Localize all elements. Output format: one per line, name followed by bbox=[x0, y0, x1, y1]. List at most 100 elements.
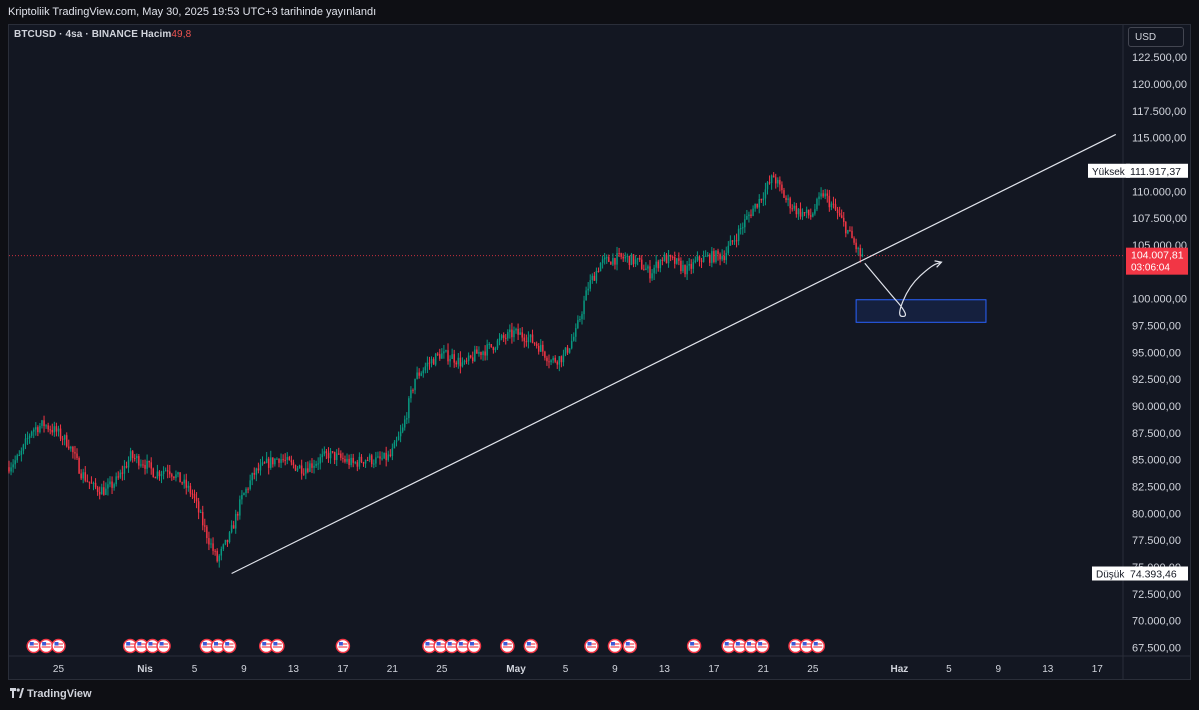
candle-body bbox=[401, 427, 404, 432]
candle-body bbox=[463, 360, 466, 363]
us-flag-event-icon[interactable] bbox=[26, 638, 41, 654]
candle-body bbox=[80, 473, 82, 479]
x-tick-label: 25 bbox=[807, 664, 819, 675]
candle-body bbox=[554, 357, 556, 362]
candle-body bbox=[181, 482, 183, 484]
legend-symbol[interactable]: BTCUSD bbox=[14, 29, 57, 40]
y-tick-label: 77.500,00 bbox=[1132, 535, 1181, 547]
candle-body bbox=[103, 487, 105, 495]
candle-body bbox=[241, 495, 243, 500]
candle-body bbox=[562, 354, 565, 363]
us-flag-event-icon[interactable] bbox=[686, 638, 702, 654]
candle-body bbox=[812, 213, 814, 217]
candle-body bbox=[575, 328, 577, 337]
candle-body bbox=[754, 203, 756, 209]
candle-body bbox=[595, 270, 598, 281]
candle-body bbox=[657, 261, 659, 269]
candle-body bbox=[350, 457, 352, 466]
candle-body bbox=[302, 473, 305, 475]
candle-body bbox=[603, 257, 606, 260]
candle-body bbox=[630, 254, 633, 266]
candle-body bbox=[729, 240, 732, 246]
candle-body bbox=[28, 435, 31, 439]
us-flag-event-icon[interactable] bbox=[754, 638, 770, 654]
candle-body bbox=[412, 390, 414, 392]
candle-body bbox=[807, 209, 810, 216]
us-flag-canton bbox=[29, 642, 34, 646]
candle-body bbox=[583, 300, 585, 315]
candle-body bbox=[428, 362, 431, 364]
candle-body bbox=[154, 477, 157, 479]
tradingview-logo-icon bbox=[10, 688, 24, 698]
candle-body bbox=[581, 314, 583, 319]
candle-body bbox=[624, 256, 627, 259]
candle-body bbox=[457, 357, 460, 365]
us-flag-event-icon[interactable] bbox=[607, 638, 623, 654]
us-flag-canton bbox=[225, 642, 230, 646]
candle-body bbox=[618, 253, 620, 255]
candle-body bbox=[684, 265, 686, 275]
candle-body bbox=[498, 338, 501, 341]
candle-body bbox=[129, 451, 132, 461]
us-flag-canton bbox=[802, 642, 807, 646]
candle-body bbox=[278, 458, 280, 463]
us-flag-event-icon[interactable] bbox=[810, 638, 826, 654]
legend-interval[interactable]: 4sa bbox=[65, 29, 83, 40]
candle-body bbox=[63, 435, 66, 440]
candle-body bbox=[814, 209, 816, 214]
projection-path[interactable] bbox=[864, 261, 942, 318]
candle-body bbox=[309, 463, 311, 472]
candle-body bbox=[385, 452, 387, 461]
candle-body bbox=[591, 275, 594, 281]
us-flag-canton bbox=[625, 642, 630, 646]
y-tick-label: 120.000,00 bbox=[1132, 79, 1187, 91]
published-header: Kriptoliik TradingView.com, May 30, 2025… bbox=[0, 0, 1199, 24]
legend-volume-label[interactable]: Hacim bbox=[140, 29, 172, 40]
us-flag-event-icon[interactable] bbox=[466, 638, 482, 654]
us-flag-event-icon[interactable] bbox=[38, 638, 54, 654]
currency-button[interactable]: USD bbox=[1128, 27, 1184, 47]
candle-body bbox=[208, 538, 210, 545]
candle-body bbox=[189, 485, 192, 494]
candle-body bbox=[146, 460, 148, 469]
candle-body bbox=[857, 247, 859, 250]
trend-line[interactable] bbox=[231, 133, 1117, 575]
y-tick-label: 82.500,00 bbox=[1132, 481, 1181, 493]
x-tick-label: 17 bbox=[337, 664, 349, 675]
candle-body bbox=[777, 179, 779, 184]
tradingview-logo[interactable]: TradingView bbox=[10, 688, 92, 700]
candle-body bbox=[92, 482, 95, 484]
candle-body bbox=[488, 344, 490, 346]
us-flag-event-icon[interactable] bbox=[221, 638, 237, 654]
candle-body bbox=[645, 268, 647, 271]
candle-body bbox=[638, 258, 641, 260]
us-flag-event-icon[interactable] bbox=[335, 638, 351, 654]
candle-body bbox=[177, 472, 179, 475]
candle-body bbox=[439, 354, 441, 359]
candle-body bbox=[138, 456, 140, 466]
candle-body bbox=[59, 428, 62, 439]
candle-body bbox=[480, 352, 482, 356]
candle-body bbox=[201, 512, 204, 526]
candle-body bbox=[197, 501, 200, 513]
candle-body bbox=[838, 213, 841, 216]
us-flag-event-icon[interactable] bbox=[523, 638, 539, 654]
us-flag-event-icon[interactable] bbox=[51, 638, 66, 654]
candle-body bbox=[840, 215, 843, 218]
candle-body bbox=[234, 513, 237, 529]
us-flag-event-icon[interactable] bbox=[622, 638, 638, 654]
candle-body bbox=[156, 471, 159, 479]
us-flag-event-icon[interactable] bbox=[584, 638, 599, 654]
candle-body bbox=[158, 471, 161, 477]
candle-body bbox=[352, 457, 354, 463]
candle-body bbox=[247, 488, 249, 490]
us-flag-event-icon[interactable] bbox=[500, 638, 515, 654]
candle-body bbox=[673, 257, 676, 264]
candle-body bbox=[418, 372, 420, 376]
us-flag-canton bbox=[42, 642, 47, 646]
us-flag-event-icon[interactable] bbox=[270, 638, 285, 654]
target-zone-box[interactable] bbox=[855, 299, 987, 323]
y-tick-label: 117.500,00 bbox=[1132, 106, 1186, 118]
us-flag-event-icon[interactable] bbox=[156, 638, 171, 654]
